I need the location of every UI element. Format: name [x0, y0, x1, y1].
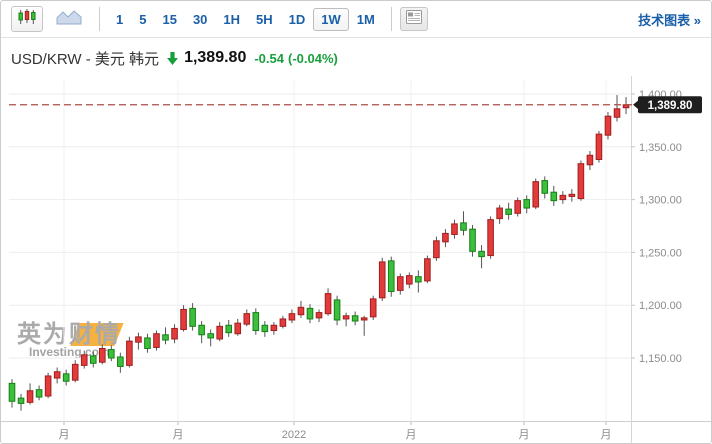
- interval-1w-selected[interactable]: 1W: [313, 7, 349, 31]
- price-change-percent: (-0.04%): [287, 50, 338, 66]
- down-arrow-icon: [167, 51, 179, 65]
- svg-text:1,150.00: 1,150.00: [639, 353, 682, 365]
- svg-text:月: 月: [59, 429, 70, 441]
- chart-area: 英为财情 Investing.com 1,400.00 1,350.00 1,300…: [1, 76, 712, 444]
- watermark-cn-text: 英为财情: [17, 321, 121, 348]
- svg-text:1,300.00: 1,300.00: [639, 195, 682, 207]
- svg-text:2022: 2022: [282, 429, 306, 441]
- interval-1m[interactable]: 1M: [356, 11, 375, 27]
- technical-chart-link[interactable]: 技术图表 »: [638, 12, 701, 28]
- price-change: -0.54: [254, 50, 284, 66]
- svg-text:1,200.00: 1,200.00: [639, 300, 682, 312]
- svg-text:月: 月: [601, 429, 612, 441]
- toolbar-separator: [99, 7, 100, 31]
- watermark-en-text: Investing.com: [29, 345, 110, 359]
- svg-text:1,350.00: 1,350.00: [639, 142, 682, 154]
- interval-15[interactable]: 15: [162, 11, 177, 27]
- svg-text:1,250.00: 1,250.00: [639, 247, 682, 259]
- instrument-header: USD/KRW - 美元 韩元 1,389.80 -0.54 (-0.04%): [1, 38, 711, 76]
- last-price: 1,389.80: [184, 49, 247, 66]
- interval-1d[interactable]: 1D: [288, 11, 306, 27]
- candlestick-icon: [18, 8, 36, 30]
- chart-toolbar: 1 5 15 30 1H 5H 1D 1W 1M 技术图表: [1, 1, 711, 38]
- svg-text:月: 月: [173, 429, 184, 441]
- news-panel-icon: [405, 9, 422, 29]
- instrument-title: USD/KRW - 美元 韩元: [11, 50, 160, 68]
- news-panel-button[interactable]: [399, 7, 428, 31]
- svg-text:1,389.80: 1,389.80: [648, 100, 693, 112]
- svg-text:月: 月: [519, 429, 530, 441]
- candlestick-type-button[interactable]: [11, 6, 43, 32]
- interval-30[interactable]: 30: [192, 11, 208, 27]
- interval-5[interactable]: 5: [139, 11, 147, 27]
- interval-1[interactable]: 1: [116, 11, 124, 27]
- toolbar-separator: [390, 7, 392, 31]
- area-chart-icon: [56, 9, 82, 30]
- svg-text:月: 月: [406, 429, 417, 441]
- interval-5h[interactable]: 5H: [256, 11, 273, 27]
- investing-watermark: 英为财情 Investing.com: [17, 322, 147, 359]
- line-type-button[interactable]: [53, 6, 85, 32]
- interval-1h[interactable]: 1H: [223, 11, 241, 27]
- candlestick-chart[interactable]: 1,400.001,350.001,300.001,250.001,200.00…: [1, 76, 712, 444]
- interval-selector: 1 5 15 30 1H 5H 1D 1W 1M: [108, 7, 383, 31]
